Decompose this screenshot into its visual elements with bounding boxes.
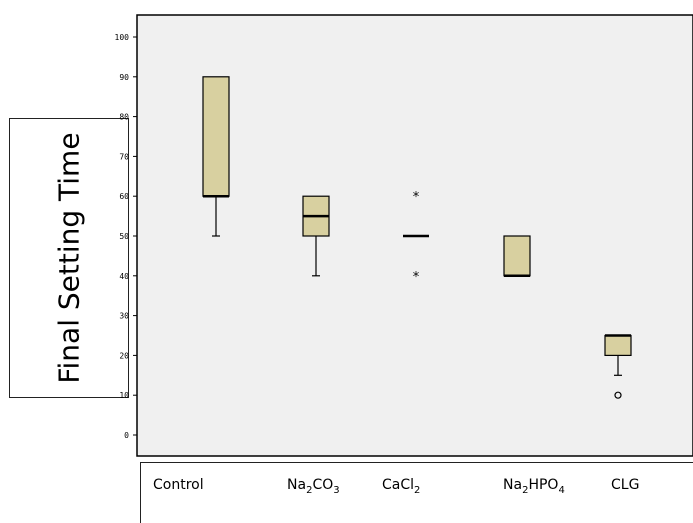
box [503,235,531,277]
y-tick-label: 10 [119,391,129,400]
box [604,334,632,356]
y-tick-label: 100 [115,33,130,42]
y-tick-label: 80 [119,113,129,122]
x-category-label: Na2HPO4 [503,477,565,496]
x-category-label: CaCl2 [382,477,421,496]
x-category-label: Na2CO3 [287,477,340,496]
y-tick-label: 60 [119,192,129,201]
x-category-label: CLG [611,477,640,493]
y-tick-label: 30 [119,312,129,321]
extreme-point: * [413,190,420,205]
y-tick-label: 40 [119,272,129,281]
y-tick-label: 0 [124,431,129,440]
outlier-point [614,391,622,399]
y-tick-label: 20 [119,351,129,360]
x-axis-label-box [140,462,693,523]
x-category-label: Control [153,477,204,493]
box [202,76,230,197]
extreme-point: * [413,270,420,285]
y-tick-label: 50 [119,232,129,241]
y-axis-label-box: Final Setting Time [9,118,129,398]
y-tick-label: 70 [119,152,129,161]
y-tick-label: 90 [119,73,129,82]
